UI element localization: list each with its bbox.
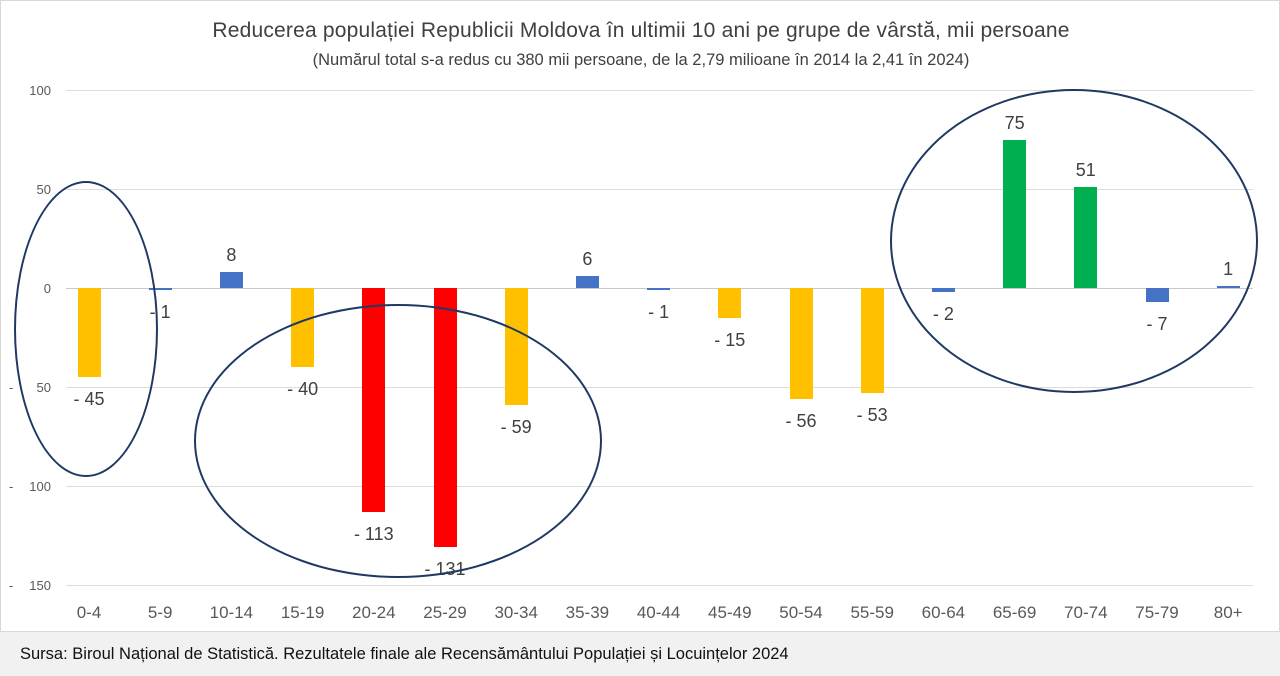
category-label-55-59: 55-59 bbox=[850, 603, 894, 622]
chart-title: Reducerea populației Republicii Moldova … bbox=[212, 19, 1070, 42]
category-label-15-19: 15-19 bbox=[280, 603, 325, 622]
category-label-40-44: 40-44 bbox=[636, 603, 681, 622]
value-label-35-39: 6 bbox=[582, 249, 593, 270]
bar-30-34 bbox=[504, 288, 528, 405]
value-label-65-69: 75 bbox=[1004, 112, 1025, 133]
value-label-0-4: - 45 bbox=[73, 389, 105, 410]
value-label-55-59: - 53 bbox=[856, 404, 888, 425]
bar-40-44 bbox=[647, 288, 671, 290]
category-label-80+: 80+ bbox=[1213, 603, 1243, 622]
value-label-25-29: - 131 bbox=[424, 559, 466, 580]
value-label-15-19: - 40 bbox=[287, 379, 319, 400]
category-label-30-34: 30-34 bbox=[494, 603, 538, 622]
bar-75-79 bbox=[1145, 288, 1169, 302]
tick-minus-sign: - bbox=[9, 379, 14, 395]
gridline bbox=[66, 90, 1253, 91]
value-label-40-44: - 1 bbox=[648, 302, 670, 322]
category-label-20-24: 20-24 bbox=[352, 603, 396, 622]
category-label-70-74: 70-74 bbox=[1064, 603, 1108, 622]
category-label-75-79: 75-79 bbox=[1135, 603, 1179, 622]
bar-15-19 bbox=[291, 288, 315, 368]
tick-number: 100 bbox=[29, 478, 51, 494]
y-axis-tick-label: - 50 bbox=[9, 378, 51, 396]
bar-35-39 bbox=[575, 276, 599, 288]
value-label-45-49: - 15 bbox=[714, 329, 746, 350]
tick-number: 150 bbox=[29, 577, 51, 593]
gridline bbox=[66, 585, 1253, 586]
tick-number: 50 bbox=[36, 379, 51, 395]
y-axis-tick-label: 0 bbox=[43, 280, 51, 296]
tick-minus-sign: - bbox=[9, 478, 14, 494]
source-band: Sursa: Biroul Național de Statistică. Re… bbox=[0, 632, 1280, 676]
value-label-80+: 1 bbox=[1223, 259, 1234, 280]
value-label-30-34: - 59 bbox=[500, 416, 532, 437]
category-label-0-4: 0-4 bbox=[76, 603, 102, 622]
bar-5-9 bbox=[148, 288, 172, 290]
bar-55-59 bbox=[860, 288, 884, 393]
value-label-75-79: - 7 bbox=[1146, 313, 1168, 334]
value-label-60-64: - 2 bbox=[932, 303, 954, 324]
gridline bbox=[66, 387, 1253, 388]
value-label-20-24: - 113 bbox=[353, 523, 394, 544]
bar-50-54 bbox=[789, 288, 813, 399]
chart-subtitle: (Numărul total s-a redus cu 380 mii pers… bbox=[312, 51, 970, 69]
bar-70-74 bbox=[1074, 187, 1098, 288]
bar-25-29 bbox=[433, 288, 457, 548]
y-axis-tick-label: 50 bbox=[36, 181, 51, 197]
y-axis-tick-label: -100 bbox=[9, 477, 51, 495]
category-label-25-29: 25-29 bbox=[423, 603, 467, 622]
category-label-5-9: 5-9 bbox=[147, 603, 173, 622]
y-axis-tick-label: -150 bbox=[9, 576, 51, 594]
category-label-10-14: 10-14 bbox=[209, 603, 254, 622]
bar-60-64 bbox=[931, 288, 955, 292]
gridline bbox=[66, 189, 1253, 190]
tick-minus-sign: - bbox=[9, 577, 14, 593]
category-label-45-49: 45-49 bbox=[708, 603, 752, 622]
value-label-50-54: - 56 bbox=[785, 410, 817, 431]
bar-45-49 bbox=[718, 288, 742, 318]
bar-10-14 bbox=[219, 272, 243, 288]
y-axis-tick-label: 100 bbox=[29, 82, 51, 98]
bar-0-4 bbox=[77, 288, 101, 378]
bar-20-24 bbox=[362, 288, 386, 512]
value-label-70-74: 51 bbox=[1075, 160, 1096, 181]
category-label-50-54: 50-54 bbox=[779, 603, 823, 622]
bar-80+ bbox=[1216, 286, 1240, 289]
category-label-65-69: 65-69 bbox=[992, 603, 1037, 622]
gridline bbox=[66, 486, 1253, 487]
source-text: Sursa: Biroul Național de Statistică. Re… bbox=[20, 644, 789, 663]
value-label-10-14: 8 bbox=[226, 245, 237, 266]
category-label-60-64: 60-64 bbox=[921, 603, 966, 622]
category-label-35-39: 35-39 bbox=[565, 603, 610, 622]
value-label-5-9: - 1 bbox=[149, 302, 171, 322]
bar-65-69 bbox=[1003, 139, 1027, 288]
chart-area: Reducerea populației Republicii Moldova … bbox=[0, 0, 1280, 632]
